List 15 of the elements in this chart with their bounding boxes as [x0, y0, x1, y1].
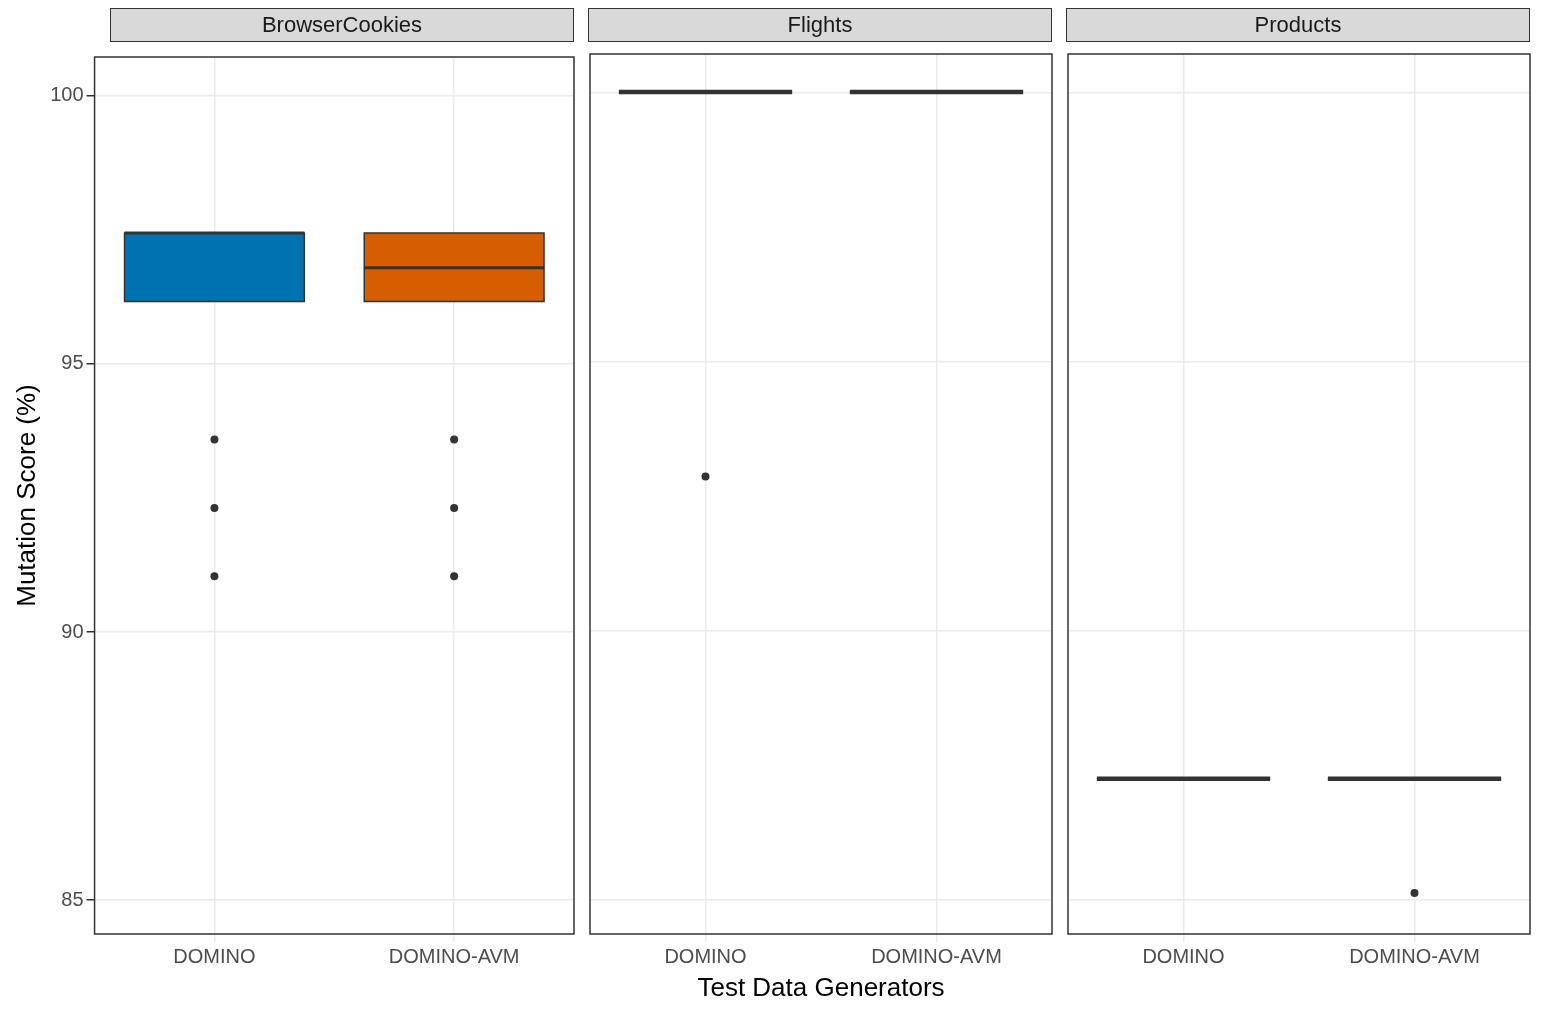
y-tick-label: 90: [61, 619, 84, 642]
y-tick-label: 95: [61, 351, 84, 374]
y-tick-label: 85: [61, 887, 84, 910]
x-tick-label: DOMINO-AVM: [388, 944, 520, 967]
y-tick-label: 100: [50, 83, 84, 106]
x-tick-label: DOMINO: [1142, 944, 1225, 967]
chart-title: Products: [1066, 8, 1530, 42]
x-tick-label: DOMINO: [664, 944, 747, 967]
y-axis-title: Mutation Score (%): [10, 384, 41, 607]
chart-title: Flights: [588, 8, 1052, 42]
x-tick-label: DOMINO-AVM: [1349, 944, 1480, 967]
x-axis-title: Test Data Generators: [696, 972, 946, 1002]
chart-title: BrowserCookies: [110, 8, 574, 42]
x-tick-label: DOMINO-AVM: [871, 944, 1002, 967]
x-tick-label: DOMINO: [173, 944, 256, 967]
